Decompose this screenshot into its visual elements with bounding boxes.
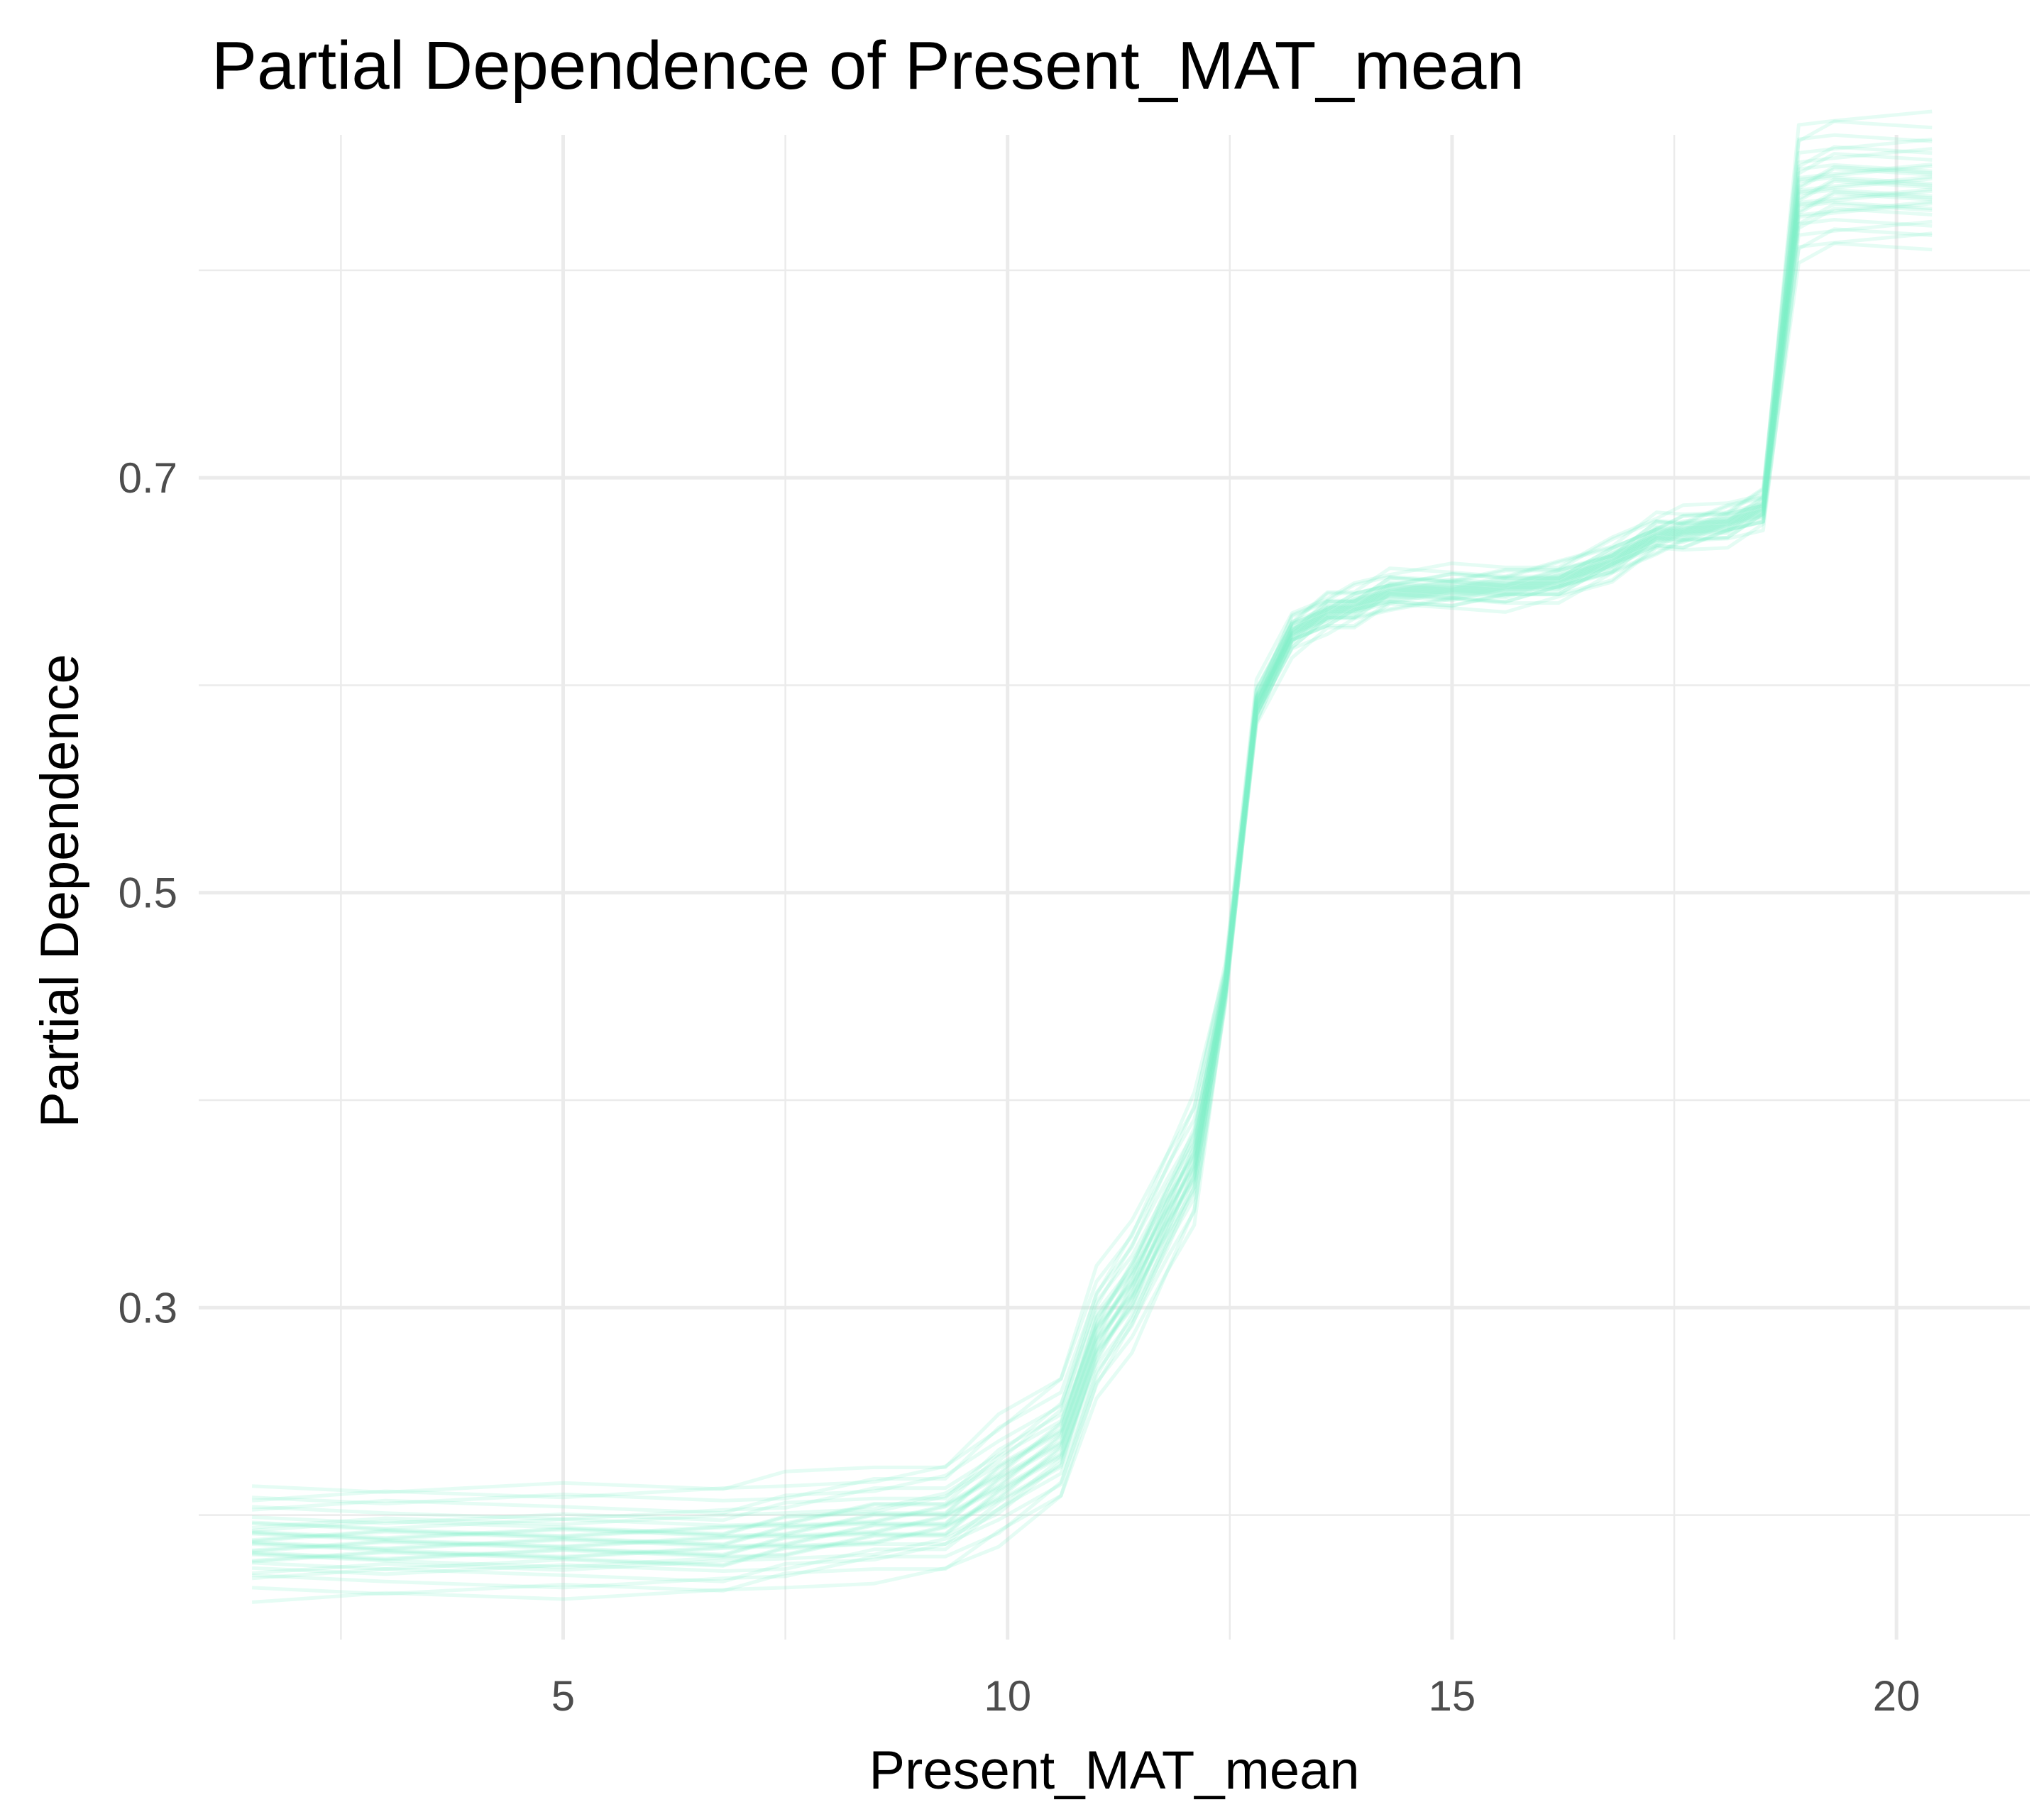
series-line [251,175,1933,1546]
series-line [251,202,1933,1571]
series-line [251,187,1933,1557]
series-line [251,179,1933,1552]
x-tick-label: 15 [1429,1672,1476,1720]
series-line [251,219,1933,1583]
series-line [251,165,1933,1538]
series-line [251,177,1933,1550]
y-tick-label: 0.7 [119,454,177,502]
series-line [251,137,1933,1515]
series-line [251,207,1933,1575]
series-line [251,152,1933,1530]
y-tick-label: 0.5 [119,869,177,917]
series-line [251,199,1933,1567]
series-line [251,163,1933,1531]
chart-title: Partial Dependence of Present_MAT_mean [211,28,1524,104]
series-line [251,119,1933,1503]
series-line [251,189,1933,1561]
series-line [251,241,1933,1604]
series-line [251,218,1933,1576]
x-axis-title: Present_MAT_mean [869,1740,1359,1801]
x-tick-label: 10 [984,1672,1031,1720]
tick-layer: 5 10 15 20 0.3 0.5 0.7 [119,454,1921,1720]
series-line [251,227,1933,1590]
series-line [251,163,1933,1536]
y-tick-label: 0.3 [119,1284,177,1332]
series-line [251,231,1933,1596]
series-line [251,109,1933,1494]
series-line [251,200,1933,1561]
series-line [251,177,1933,1548]
grid-layer [199,135,2030,1640]
series-line [251,202,1933,1569]
series-line [251,190,1933,1559]
series-line [251,175,1933,1541]
series-line [251,192,1933,1563]
series-line [251,145,1933,1521]
series-line [251,164,1933,1540]
series-layer [251,109,1933,1604]
series-line [251,133,1933,1505]
x-tick-label: 5 [551,1672,575,1720]
series-line [251,147,1933,1525]
series-line [251,188,1933,1552]
x-tick-label: 20 [1873,1672,1921,1720]
series-line [251,167,1933,1542]
y-axis-title: Partial Dependence [30,654,90,1128]
